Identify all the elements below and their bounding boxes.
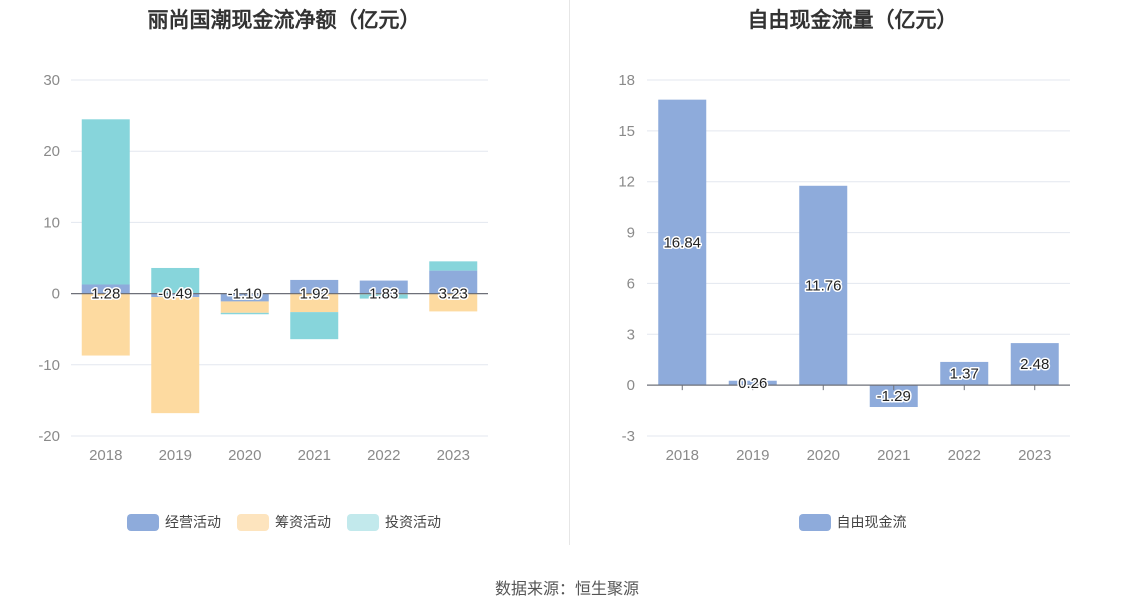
data-label: 1.83 bbox=[369, 286, 398, 303]
bar bbox=[81, 293, 130, 356]
bar bbox=[1010, 343, 1059, 386]
legend-item-free-cash-flow[interactable]: 自由现金流 bbox=[798, 512, 907, 532]
legend-item-investing[interactable]: 投资活动 bbox=[347, 512, 441, 532]
data-label: 11.76 bbox=[805, 277, 841, 294]
chart-legend: 自由现金流 bbox=[571, 512, 1134, 532]
data-label: 3.23 bbox=[439, 286, 468, 303]
data-label: 2.48 bbox=[1020, 356, 1049, 373]
bar bbox=[940, 361, 989, 386]
x-tick-label: 2018 bbox=[666, 447, 699, 464]
legend-item-operating[interactable]: 经营活动 bbox=[127, 512, 221, 532]
data-label: -0.49 bbox=[158, 286, 192, 303]
legend-label: 自由现金流 bbox=[836, 514, 907, 530]
y-tick-label: 15 bbox=[618, 123, 635, 140]
y-tick-label: 0 bbox=[52, 286, 60, 303]
bar bbox=[799, 185, 848, 386]
bar bbox=[290, 279, 339, 294]
y-tick-label: 9 bbox=[627, 225, 635, 242]
free-cash-flow-plot: 18 15 12 9 6 3 0 -3 2018 2019 2020 2021 2022 2023 16.8… bbox=[618, 72, 1070, 464]
data-label: 0.26 bbox=[738, 375, 767, 392]
data-label: -1.29 bbox=[877, 388, 911, 405]
x-tick-label: 2023 bbox=[1018, 447, 1051, 464]
legend-swatch bbox=[237, 513, 269, 531]
x-tick-label: 2021 bbox=[877, 447, 910, 464]
bar bbox=[81, 284, 130, 294]
legend-swatch bbox=[798, 513, 831, 531]
y-tick-label: -20 bbox=[38, 428, 60, 445]
y-tick-label: -3 bbox=[622, 428, 635, 445]
legend-swatch bbox=[127, 513, 159, 531]
x-tick-label: 2020 bbox=[807, 447, 840, 464]
chart-legend: 经营活动 筹资活动 投资活动 bbox=[0, 512, 568, 532]
chart-title: 自由现金流量（亿元） bbox=[747, 9, 958, 32]
y-tick-label: 20 bbox=[43, 143, 60, 160]
data-label: 16.84 bbox=[663, 234, 701, 251]
bar bbox=[220, 312, 269, 315]
x-tick-label: 2022 bbox=[948, 447, 981, 464]
bar bbox=[429, 261, 478, 271]
y-tick-label: -10 bbox=[38, 357, 60, 374]
bar bbox=[290, 293, 339, 313]
bar bbox=[220, 301, 269, 313]
x-tick-label: 2019 bbox=[736, 447, 769, 464]
bar bbox=[429, 293, 478, 312]
bar bbox=[151, 297, 200, 414]
legend-label: 筹资活动 bbox=[275, 514, 331, 530]
x-tick-label: 2020 bbox=[228, 447, 261, 464]
x-tick-label: 2021 bbox=[298, 447, 331, 464]
data-label: -1.10 bbox=[228, 286, 262, 303]
legend-label: 经营活动 bbox=[165, 514, 221, 530]
free-cash-flow-chart: 自由现金流量（亿元） 18 15 12 9 6 3 0 -3 2018 2019 2020 2021 2… bbox=[571, 0, 1134, 545]
x-tick-label: 2019 bbox=[159, 447, 192, 464]
data-label: 1.92 bbox=[300, 286, 329, 303]
y-tick-label: 10 bbox=[43, 214, 60, 231]
cash-flow-net-chart: 丽尚国潮现金流净额（亿元） 30 20 10 0 -10 -20 2018 2019 2020 2… bbox=[0, 0, 568, 545]
x-tick-label: 2018 bbox=[89, 447, 122, 464]
chart-title: 丽尚国潮现金流净额（亿元） bbox=[147, 9, 421, 32]
y-tick-label: 0 bbox=[627, 377, 635, 394]
legend-label: 投资活动 bbox=[385, 514, 441, 530]
bar bbox=[151, 267, 200, 294]
x-tick-label: 2022 bbox=[367, 447, 400, 464]
y-tick-label: 18 bbox=[618, 72, 635, 89]
legend-swatch bbox=[347, 513, 379, 531]
bar bbox=[869, 385, 918, 408]
y-tick-label: 30 bbox=[43, 72, 60, 89]
data-label: 1.28 bbox=[91, 286, 120, 303]
y-tick-label: 3 bbox=[627, 326, 635, 343]
data-source-note: 数据来源：恒生聚源 bbox=[494, 581, 639, 598]
y-tick-label: 12 bbox=[618, 174, 635, 191]
legend-item-financing[interactable]: 筹资活动 bbox=[237, 512, 331, 532]
panel-divider bbox=[569, 0, 570, 545]
x-tick-label: 2023 bbox=[437, 447, 470, 464]
cash-flow-net-plot: 30 20 10 0 -10 -20 2018 2019 2020 2021 2022 2023 1.2… bbox=[38, 72, 488, 464]
data-label: 1.37 bbox=[950, 366, 979, 383]
bar bbox=[658, 99, 707, 386]
bar bbox=[81, 119, 130, 285]
bar bbox=[429, 270, 478, 294]
bar bbox=[359, 280, 408, 294]
y-tick-label: 6 bbox=[627, 275, 635, 292]
bar bbox=[728, 380, 777, 386]
bar bbox=[290, 312, 339, 340]
